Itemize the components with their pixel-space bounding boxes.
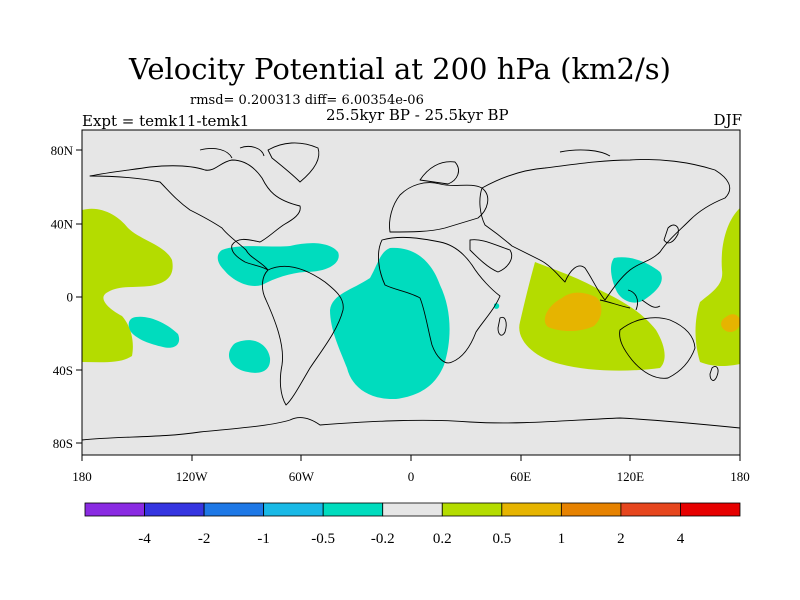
- negative-anomaly-atlantic-africa: [330, 247, 450, 400]
- coast-japan: [663, 224, 679, 244]
- period-label: 25.5kyr BP - 25.5kyr BP: [326, 106, 509, 124]
- colorbar-swatch: [620, 502, 681, 517]
- negative-anomaly-southeast-pacific: [228, 340, 271, 373]
- colorbar-label: -1: [257, 531, 270, 547]
- y-tick-label: 80S: [53, 436, 73, 451]
- colorbar-label: 0.2: [433, 531, 452, 547]
- x-tick-label: 120E: [617, 469, 645, 484]
- x-tick-label: 60E: [510, 469, 531, 484]
- y-axis-ticks: 80N 40N 0 40S 80S: [51, 143, 74, 451]
- negative-anomaly-caribbean: [217, 243, 339, 286]
- y-tick-label: 80N: [51, 143, 74, 158]
- experiment-label: Expt = temk11-temk1: [82, 112, 250, 130]
- negative-anomaly-maritime-continent: [610, 257, 662, 303]
- colorbar-swatch: [322, 502, 384, 517]
- x-tick-label: 180: [72, 469, 92, 484]
- x-axis-ticks: 180 120W 60W 0 60E 120E 180: [72, 469, 750, 484]
- positive-anomaly-central-pacific: [82, 208, 173, 363]
- tick-marks: [76, 149, 741, 461]
- coastlines: [82, 142, 740, 441]
- rmsd-diff-label: rmsd= 0.200313 diff= 6.00354e-06: [190, 93, 424, 108]
- chart-title: Velocity Potential at 200 hPa (km2/s): [129, 52, 671, 86]
- colorbar-label: 0.5: [492, 531, 511, 547]
- coast-indonesia: [599, 289, 661, 311]
- colorbar-swatch: [501, 502, 562, 517]
- colorbar-swatch: [560, 502, 622, 517]
- colorbar-label: 2: [617, 531, 625, 547]
- colorbar-labels: -4 -2 -1 -0.5 -0.2 0.2 0.5 1 2 4: [138, 531, 684, 547]
- colorbar-swatch: [382, 502, 443, 517]
- colorbar-label: 4: [677, 531, 685, 547]
- colorbar: [84, 502, 741, 517]
- strong-anomaly-west-pacific: [721, 314, 740, 332]
- y-tick-label: 40S: [53, 363, 73, 378]
- coast-madagascar: [497, 316, 507, 336]
- x-tick-label: 60W: [289, 469, 315, 484]
- coast-south-america: [261, 265, 344, 406]
- colorbar-swatch: [144, 502, 205, 517]
- coast-north-america: [89, 159, 301, 271]
- colorbar-label: 1: [558, 531, 566, 547]
- coast-arabia: [469, 239, 513, 273]
- season-label: DJF: [713, 111, 742, 129]
- x-tick-label: 0: [408, 469, 415, 484]
- colorbar-swatch: [84, 502, 145, 517]
- colorbar-swatch: [203, 502, 265, 517]
- coast-new-zealand: [709, 365, 719, 381]
- coast-australia: [619, 317, 696, 379]
- y-tick-label: 40N: [51, 216, 74, 231]
- colorbar-swatch: [441, 502, 503, 517]
- contour-fills: [82, 142, 740, 441]
- coast-asia: [479, 159, 731, 301]
- x-tick-label: 180: [730, 469, 750, 484]
- coast-antarctica: [82, 417, 740, 441]
- negative-anomaly-south-pacific: [128, 316, 180, 348]
- colorbar-label: -2: [198, 531, 211, 547]
- colorbar-label: -0.2: [371, 531, 395, 547]
- coast-greenland: [267, 142, 320, 183]
- coast-arctic-islands: [199, 145, 611, 159]
- x-tick-label: 120W: [176, 469, 209, 484]
- coast-africa: [378, 236, 501, 364]
- coast-scandinavia: [419, 161, 459, 185]
- colorbar-label: -4: [138, 531, 151, 547]
- colorbar-swatch: [263, 502, 324, 517]
- strong-anomaly-indian-ocean: [544, 292, 602, 332]
- colorbar-label: -0.5: [311, 531, 335, 547]
- colorbar-swatch: [680, 502, 741, 517]
- y-tick-label: 0: [67, 290, 74, 305]
